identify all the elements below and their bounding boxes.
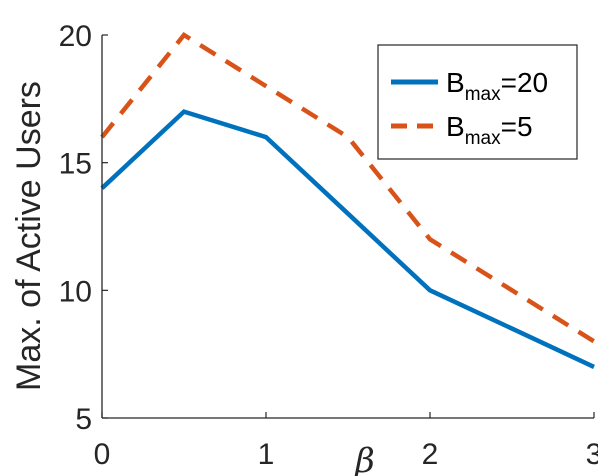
series-line-2	[100, 32, 596, 344]
x-axis-label: β	[353, 441, 375, 476]
y-tick-label: 20	[59, 20, 92, 53]
x-tick-label: 2	[422, 438, 439, 471]
axes: 0 1 2 3 5 10 15 20	[59, 20, 598, 471]
y-tick-label: 15	[59, 148, 92, 181]
legend-label-series-1: Bmax=20	[446, 67, 548, 105]
series-line-1	[100, 109, 595, 369]
x-tick-label: 0	[94, 438, 111, 471]
y-tick-label: 5	[75, 403, 92, 436]
legend: Bmax=20 Bmax=5	[377, 44, 578, 160]
x-tick-label: 1	[258, 438, 275, 471]
legend-box	[377, 44, 578, 160]
y-axis-label: Max. of Active Users	[10, 81, 48, 391]
plot-area	[100, 32, 596, 369]
legend-label-series-2: Bmax=5	[446, 111, 533, 149]
y-tick-label: 10	[59, 275, 92, 308]
x-tick-label: 3	[586, 438, 598, 471]
